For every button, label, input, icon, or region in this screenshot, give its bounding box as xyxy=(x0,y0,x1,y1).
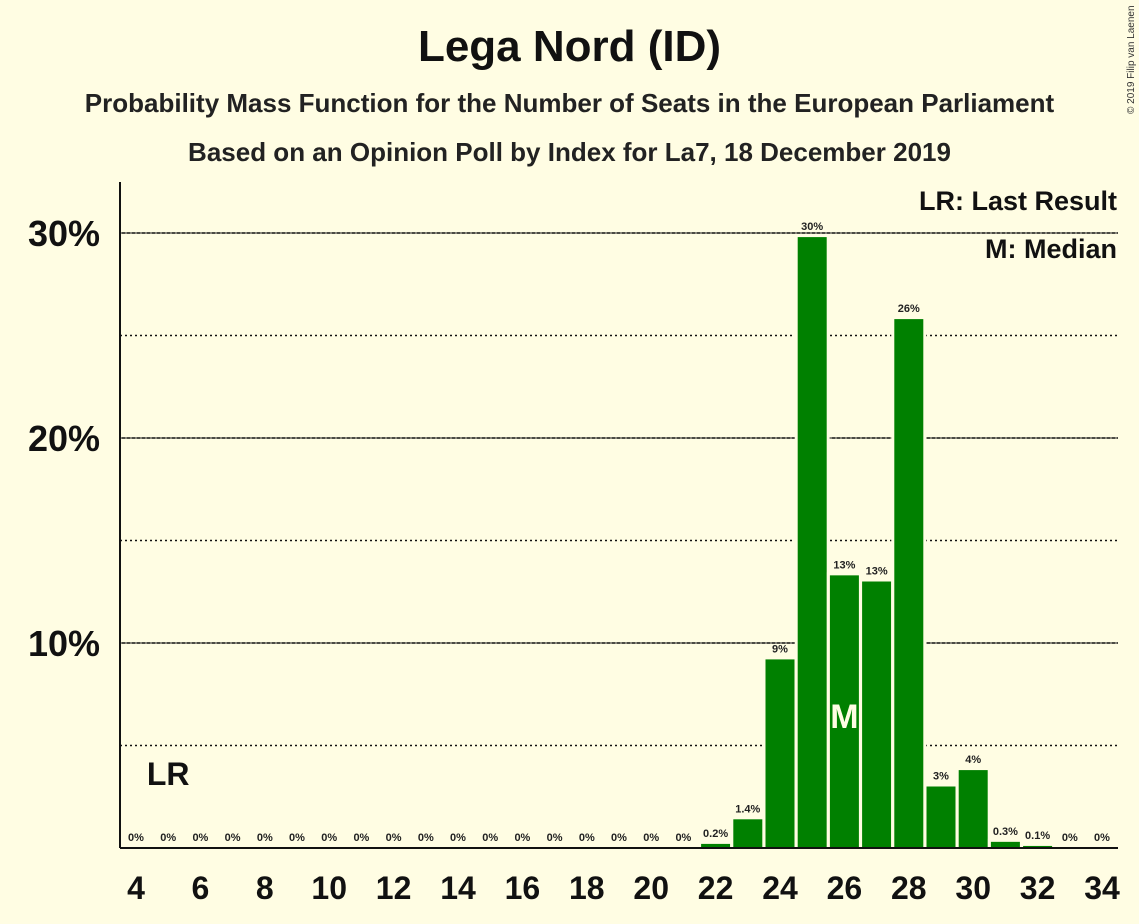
chart-title: Lega Nord (ID) xyxy=(417,22,722,71)
value-label-seat-20: 0% xyxy=(643,832,659,844)
value-label-seat-31: 0.3% xyxy=(993,826,1018,838)
legend-median: M: Median xyxy=(985,234,1117,264)
value-label-seat-34: 0% xyxy=(1094,832,1110,844)
value-label-seat-30: 4% xyxy=(965,754,981,766)
value-label-seat-15: 0% xyxy=(482,832,498,844)
x-tick-label: 16 xyxy=(505,870,541,906)
x-tick-label: 18 xyxy=(569,870,605,906)
median-marker: M xyxy=(830,698,858,736)
value-label-seat-7: 0% xyxy=(225,832,241,844)
value-label-seat-22: 0.2% xyxy=(703,828,728,840)
bars xyxy=(698,234,1056,849)
value-label-seat-5: 0% xyxy=(160,832,176,844)
y-tick-label: 30% xyxy=(28,213,100,254)
value-label-seat-12: 0% xyxy=(386,832,402,844)
bar-seat-29 xyxy=(926,786,956,848)
bar-seat-22 xyxy=(701,843,731,848)
value-label-seat-10: 0% xyxy=(321,832,337,844)
value-label-seat-6: 0% xyxy=(192,832,208,844)
value-label-seat-29: 3% xyxy=(933,771,949,783)
value-label-seat-25: 30% xyxy=(801,221,823,233)
bar-seat-27 xyxy=(862,581,892,848)
bar-seat-31 xyxy=(990,841,1020,848)
bar-seat-25 xyxy=(797,237,827,849)
value-label-seat-21: 0% xyxy=(675,832,691,844)
x-tick-label: 4 xyxy=(127,870,145,906)
bar-seat-28 xyxy=(894,319,924,849)
bar-seat-26 xyxy=(829,575,859,848)
legend-last-result: LR: Last Result xyxy=(919,186,1117,216)
bar-seat-32 xyxy=(1023,845,1053,848)
value-label-seat-17: 0% xyxy=(547,832,563,844)
bar-seat-30 xyxy=(958,770,988,848)
x-tick-label: 6 xyxy=(192,870,210,906)
value-labels: 0% 0% 0% 0% 0% 0% 0% 0% 0% 0% 0% 0% 0% 0% 0% 0% 0% 0% 0.2%… xyxy=(128,221,1110,844)
value-label-seat-26: 13% xyxy=(833,559,855,571)
x-tick-label: 20 xyxy=(633,870,669,906)
y-tick-labels: 10% 20% 30% xyxy=(28,213,100,664)
value-label-seat-18: 0% xyxy=(579,832,595,844)
axes xyxy=(119,182,1118,849)
x-tick-label: 12 xyxy=(376,870,412,906)
x-tick-label: 32 xyxy=(1020,870,1056,906)
value-label-seat-8: 0% xyxy=(257,832,273,844)
x-tick-label: 22 xyxy=(698,870,734,906)
value-label-seat-28: 26% xyxy=(898,303,920,315)
value-label-seat-23: 1.4% xyxy=(735,803,760,815)
last-result-marker: LR xyxy=(147,756,190,792)
grid-lines xyxy=(120,232,1118,747)
value-label-seat-32: 0.1% xyxy=(1025,830,1050,842)
chart-subtitle: Probability Mass Function for the Number… xyxy=(84,88,1055,118)
value-label-seat-16: 0% xyxy=(514,832,530,844)
value-label-seat-11: 0% xyxy=(353,832,369,844)
value-label-seat-24: 9% xyxy=(772,643,788,655)
x-tick-label: 24 xyxy=(762,870,798,906)
value-label-seat-14: 0% xyxy=(450,832,466,844)
x-tick-label: 28 xyxy=(891,870,927,906)
x-tick-label: 14 xyxy=(440,870,476,906)
value-label-seat-27: 13% xyxy=(866,566,888,578)
value-label-seat-4: 0% xyxy=(128,832,144,844)
x-tick-labels: 4 6 8 10 12 14 16 18 20 22 24 26 28 30 32 34 xyxy=(127,870,1120,906)
value-label-seat-9: 0% xyxy=(289,832,305,844)
x-tick-label: 26 xyxy=(827,870,863,906)
value-label-seat-19: 0% xyxy=(611,832,627,844)
bar-seat-23 xyxy=(733,819,763,848)
bar-seat-24 xyxy=(765,659,795,848)
y-tick-label: 20% xyxy=(28,418,100,459)
y-tick-label: 10% xyxy=(28,623,100,664)
value-label-seat-33: 0% xyxy=(1062,832,1078,844)
x-tick-label: 10 xyxy=(311,870,347,906)
x-tick-label: 30 xyxy=(955,870,991,906)
x-tick-label: 34 xyxy=(1084,870,1120,906)
x-tick-label: 8 xyxy=(256,870,274,906)
chart-source-line: Based on an Opinion Poll by Index for La… xyxy=(188,137,951,167)
bar-halo xyxy=(1020,842,1056,848)
value-label-seat-13: 0% xyxy=(418,832,434,844)
